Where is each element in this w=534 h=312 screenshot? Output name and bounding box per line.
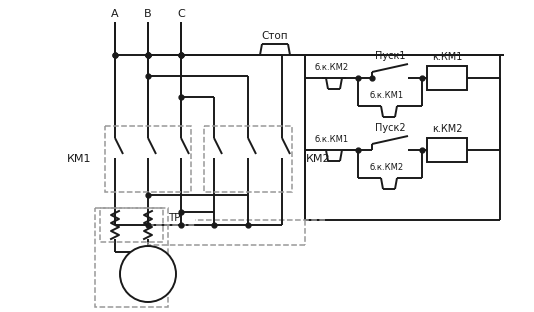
Text: Стоп: Стоп [262,31,288,41]
Text: КМ2: КМ2 [306,154,331,164]
Text: б.к.КМ2: б.к.КМ2 [315,64,349,72]
Bar [95,208,168,307]
Text: Пуск1: Пуск1 [375,51,405,61]
Text: B: B [144,9,152,19]
Text: ТР: ТР [168,213,180,223]
Bar [427,138,467,162]
Text: к.КМ1: к.КМ1 [432,52,462,62]
Text: КМ1: КМ1 [67,154,91,164]
Text: М: М [141,267,155,281]
Bar [204,126,292,192]
Text: C: C [177,9,185,19]
Bar [427,66,467,90]
Text: б.к.КМ1: б.к.КМ1 [370,91,404,100]
Circle shape [120,246,176,302]
Bar [100,208,163,242]
Bar [105,126,191,192]
Text: б.к.КМ1: б.к.КМ1 [315,135,349,144]
Text: Пуск2: Пуск2 [375,123,405,133]
Text: к.КМ2: к.КМ2 [432,124,462,134]
Text: A: A [111,9,119,19]
Text: б.к.КМ2: б.к.КМ2 [370,163,404,173]
